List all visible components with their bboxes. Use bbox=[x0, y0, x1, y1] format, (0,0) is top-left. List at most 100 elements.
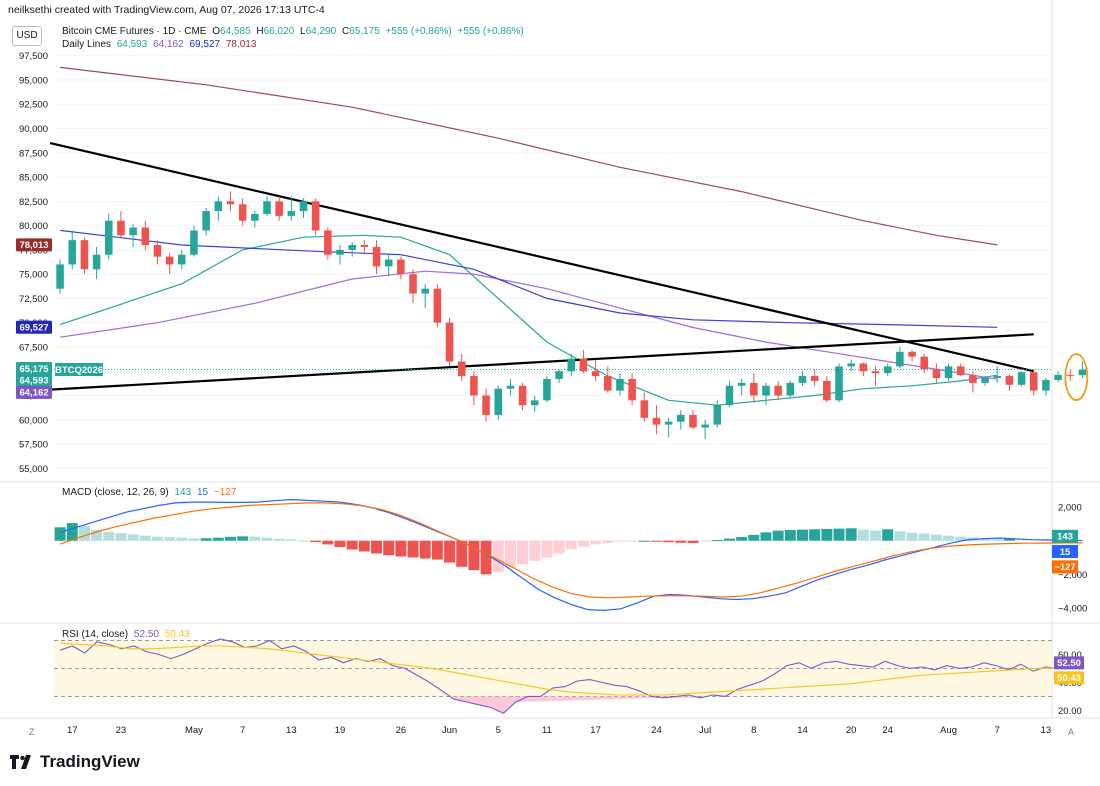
candle-body bbox=[1066, 374, 1075, 376]
ma-value-3: 69,527 bbox=[189, 39, 221, 50]
macd-line-value: 15 bbox=[196, 487, 209, 498]
low-label: L bbox=[300, 26, 306, 37]
price-tag bbox=[16, 238, 52, 252]
candle-body bbox=[774, 385, 782, 396]
time-tick-label: 19 bbox=[335, 725, 346, 736]
macd-tag-label: 143 bbox=[1057, 532, 1073, 543]
price-gridlines bbox=[54, 55, 1052, 469]
price-tick-label: 90,000 bbox=[19, 124, 48, 135]
time-tick-label: 11 bbox=[542, 725, 552, 736]
macd-histogram-bar bbox=[395, 540, 407, 557]
macd-histogram-bar bbox=[224, 536, 236, 541]
candle-body bbox=[932, 369, 941, 379]
macd-histogram-bar bbox=[918, 533, 930, 541]
price-tick-label: 92,500 bbox=[19, 100, 48, 111]
candle-body bbox=[482, 395, 490, 415]
change-value: +555 (+0.86%) bbox=[385, 26, 452, 37]
macd-histogram-bar bbox=[431, 540, 443, 560]
candle-body bbox=[141, 227, 150, 246]
macd-histogram-bar bbox=[930, 534, 942, 541]
macd-histogram-bar bbox=[565, 540, 577, 550]
downtrend-line bbox=[49, 142, 1034, 373]
macd-histogram-bar bbox=[529, 540, 541, 561]
rsi-ma-value: 50.43 bbox=[164, 629, 190, 640]
macd-tag bbox=[1052, 544, 1078, 558]
macd-line bbox=[59, 498, 1083, 612]
macd-histogram-bar bbox=[261, 537, 273, 541]
rsi-tag bbox=[1054, 671, 1084, 685]
time-tick-label: 23 bbox=[116, 725, 127, 736]
macd-histogram-bar bbox=[577, 540, 589, 547]
time-tick-label: Jun bbox=[442, 725, 457, 736]
macd-histogram-bar bbox=[249, 536, 261, 541]
candle-body bbox=[677, 414, 685, 422]
currency-button[interactable]: USD bbox=[12, 26, 42, 46]
macd-histogram-bar bbox=[663, 540, 675, 543]
macd-histogram-bar bbox=[797, 529, 808, 541]
macd-tick-label: −2,000 bbox=[1058, 570, 1087, 581]
candle-body bbox=[506, 385, 515, 389]
macd-histogram-bar bbox=[675, 540, 687, 543]
macd-histogram-bar bbox=[419, 540, 431, 559]
price-tick-label: 75,000 bbox=[19, 270, 48, 281]
auto-scale-button[interactable]: A bbox=[1068, 727, 1075, 737]
rsi-tag-label: 50.43 bbox=[1057, 673, 1081, 684]
chart-canvas[interactable]: 17 23 May 7 13 19 26 Jun 5 11 17 24 Jul 8 14 20 24 Aug 7 13… bbox=[0, 0, 1100, 745]
rsi-pane bbox=[54, 638, 1083, 714]
price-tick-label: 80,000 bbox=[19, 221, 48, 232]
price-tag bbox=[16, 320, 52, 334]
macd-signal-value: −127 bbox=[213, 487, 237, 498]
macd-histogram-bar bbox=[298, 540, 309, 542]
candle-body bbox=[1042, 379, 1050, 391]
time-tick-label: 7 bbox=[240, 725, 245, 736]
candle-body bbox=[786, 382, 795, 396]
price-tick-label: 67,500 bbox=[19, 342, 48, 353]
candle-body bbox=[226, 201, 235, 205]
macd-histogram-bar bbox=[273, 538, 285, 541]
candle-body bbox=[701, 424, 709, 428]
macd-histogram-bar bbox=[833, 528, 845, 541]
time-tick-label: 20 bbox=[846, 725, 857, 736]
candle-body bbox=[494, 388, 503, 415]
candle-body bbox=[993, 376, 1002, 379]
candle-body bbox=[117, 220, 125, 236]
time-tick-label: 8 bbox=[751, 725, 756, 736]
macd-histogram-bar bbox=[955, 536, 967, 541]
candle-body bbox=[324, 230, 332, 255]
candle-body bbox=[944, 366, 953, 379]
macd-histogram-bar bbox=[650, 540, 662, 542]
time-tick-label: 17 bbox=[590, 725, 601, 736]
highlight-ellipse bbox=[1064, 353, 1089, 401]
macd-histogram-bar bbox=[103, 531, 115, 541]
symbol-legend: Bitcoin CME Futures · 1D · CME O64,585 H… bbox=[62, 26, 527, 37]
macd-hist-value: 143 bbox=[174, 487, 192, 498]
chart-credit: neilksethi created with TradingView.com,… bbox=[8, 4, 325, 16]
price-tag bbox=[16, 373, 52, 387]
zoom-reset-button[interactable]: Z bbox=[29, 727, 35, 737]
macd-histogram-bar bbox=[553, 540, 565, 554]
macd-histogram-bar bbox=[784, 529, 796, 541]
candle-body bbox=[104, 220, 113, 255]
macd-signal-line bbox=[59, 502, 1083, 599]
price-tag bbox=[55, 363, 103, 377]
macd-histogram-bar bbox=[504, 540, 516, 568]
macd-histogram-bar bbox=[212, 537, 224, 541]
candle-body bbox=[68, 240, 77, 265]
candle-body bbox=[737, 382, 746, 386]
macd-histogram-bar bbox=[383, 540, 395, 556]
candle-body bbox=[129, 227, 137, 236]
macd-histogram-bar bbox=[906, 532, 918, 541]
macd-histogram-bar bbox=[590, 540, 602, 545]
candle-body bbox=[251, 213, 259, 221]
candle-body bbox=[871, 371, 880, 374]
ma-line-4 bbox=[60, 66, 998, 246]
macd-pane bbox=[54, 498, 1083, 612]
symbol-name: Bitcoin CME Futures · 1D · CME bbox=[62, 26, 207, 37]
candle-body bbox=[908, 351, 916, 357]
macd-tag-label: 15 bbox=[1060, 547, 1071, 558]
macd-label: MACD (close, 12, 26, 9) bbox=[62, 487, 169, 498]
candle-body bbox=[311, 201, 320, 231]
ma-value-1: 64,593 bbox=[116, 39, 148, 50]
macd-histogram-bar bbox=[139, 535, 151, 541]
macd-histogram-bar bbox=[188, 538, 200, 541]
